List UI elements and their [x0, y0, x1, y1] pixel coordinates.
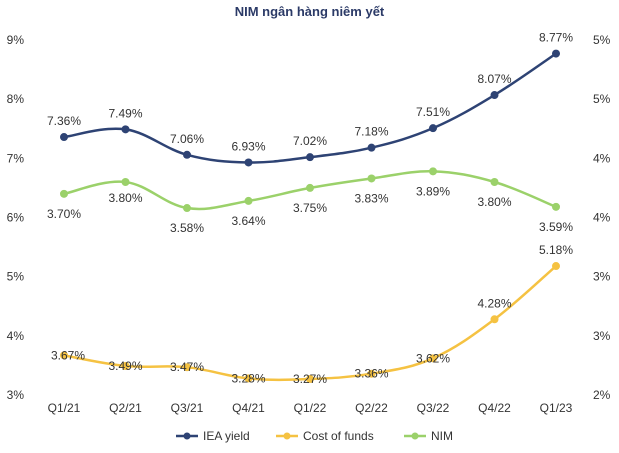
cost-of-funds-point: [183, 363, 191, 372]
cost-of-funds-point: [121, 362, 130, 371]
iea-yield-legend-marker: [183, 432, 191, 440]
nim-point: [552, 202, 560, 211]
legend: IEA yield Cost of funds NIM: [176, 429, 453, 443]
nim-data-label: 3.70%: [47, 207, 81, 221]
iea-yield-point: [183, 150, 191, 159]
nim-point: [60, 189, 68, 198]
nim-point: [490, 178, 499, 186]
iea-yield-point: [306, 153, 314, 162]
right-tick-label: 3%: [593, 329, 611, 343]
right-tick-label: 4%: [593, 151, 611, 165]
left-axis-ticks: 3% 4% 5% 6% 7% 8% 9%: [7, 33, 25, 402]
nim-point: [306, 183, 314, 192]
left-tick-label: 7%: [7, 151, 25, 165]
iea-yield-data-label: 7.02%: [293, 134, 327, 148]
cost-of-funds-data-label: 3.62%: [416, 351, 450, 365]
nim-point: [183, 204, 191, 213]
data-labels: 7.36% 7.49% 7.06% 6.93% 7.02% 7.18% 7.51% 8.07%…: [47, 31, 573, 386]
x-tick-label: Q2/21: [109, 401, 142, 415]
iea-yield-data-label: 7.18%: [354, 125, 388, 139]
right-tick-label: 4%: [593, 211, 611, 225]
nim-data-label: 3.83%: [354, 191, 388, 205]
cost-of-funds-point: [60, 351, 68, 360]
left-tick-label: 9%: [7, 33, 25, 47]
chart-title: NIM ngân hàng niêm yết: [235, 4, 385, 19]
nim-point: [244, 196, 253, 205]
iea-yield-point: [121, 125, 130, 134]
left-tick-label: 8%: [7, 92, 25, 106]
nim-data-label: 3.75%: [293, 201, 327, 215]
cost-of-funds-data-label: 3.49%: [108, 359, 142, 373]
iea-yield-data-label: 6.93%: [231, 139, 265, 153]
nim-data-label: 3.58%: [170, 221, 204, 235]
cost-of-funds-point: [367, 369, 376, 378]
iea-yield-data-label: 7.36%: [47, 114, 81, 128]
cost-of-funds-point: [552, 262, 560, 271]
x-tick-label: Q3/21: [171, 401, 204, 415]
right-tick-label: 2%: [593, 388, 611, 402]
right-tick-label: 5%: [593, 33, 611, 47]
x-tick-label: Q1/21: [48, 401, 81, 415]
iea-yield-point: [429, 124, 437, 133]
iea-yield-data-label: 8.77%: [539, 31, 573, 45]
series-layer: [60, 49, 560, 384]
x-tick-label: Q1/23: [540, 401, 573, 415]
right-axis-ticks: 2% 3% 3% 4% 4% 5% 5%: [593, 33, 611, 402]
cost-of-funds-point: [306, 375, 314, 384]
cost-of-funds-line: [62, 264, 558, 382]
iea-yield-data-label: 7.51%: [416, 105, 450, 119]
x-tick-label: Q4/21: [232, 401, 265, 415]
nim-data-label: 3.64%: [231, 214, 265, 228]
cost-of-funds-point: [490, 315, 499, 324]
nim-point: [429, 167, 437, 176]
left-tick-label: 6%: [7, 211, 25, 225]
x-tick-label: Q4/22: [478, 401, 511, 415]
iea-yield-data-label: 7.06%: [170, 132, 204, 146]
nim-data-label: 3.80%: [477, 195, 511, 209]
iea-yield-data-label: 8.07%: [477, 72, 511, 86]
nim-legend-marker: [411, 432, 419, 440]
right-tick-label: 3%: [593, 270, 611, 284]
cost-of-funds-legend-label: Cost of funds: [303, 429, 374, 443]
cost-of-funds-legend-marker: [283, 432, 291, 440]
iea-yield-point: [367, 143, 376, 152]
cost-of-funds-data-label: 5.18%: [539, 243, 573, 257]
x-tick-label: Q2/22: [355, 401, 388, 415]
nim-legend-label: NIM: [431, 429, 453, 443]
cost-of-funds-point: [429, 354, 437, 363]
iea-yield-data-label: 7.49%: [108, 106, 142, 120]
iea-yield-point: [552, 49, 560, 58]
x-tick-label: Q3/22: [417, 401, 450, 415]
x-tick-label: Q1/22: [294, 401, 327, 415]
cost-of-funds-data-label: 3.67%: [51, 348, 85, 362]
left-tick-label: 5%: [7, 270, 25, 284]
iea-yield-point: [244, 158, 253, 167]
nim-data-label: 3.89%: [416, 184, 450, 198]
nim-data-label: 3.59%: [539, 220, 573, 234]
iea-yield-legend-label: IEA yield: [203, 429, 250, 443]
cost-of-funds-point: [244, 374, 253, 383]
iea-yield-point: [490, 91, 499, 100]
x-axis-ticks: Q1/21 Q2/21 Q3/21 Q4/21 Q1/22 Q2/22 Q3/22 Q4/22…: [48, 401, 573, 415]
nim-point: [121, 178, 130, 186]
cost-of-funds-data-label: 4.28%: [477, 296, 511, 310]
iea-yield-point: [60, 133, 68, 142]
cost-of-funds-data-label: 3.27%: [293, 372, 327, 386]
right-tick-label: 5%: [593, 92, 611, 106]
left-tick-label: 4%: [7, 329, 25, 343]
left-tick-label: 3%: [7, 388, 25, 402]
nim-data-label: 3.80%: [108, 191, 142, 205]
cost-of-funds-data-label: 3.47%: [170, 360, 204, 374]
nim-point: [367, 174, 376, 183]
cost-of-funds-data-label: 3.36%: [354, 367, 388, 381]
cost-of-funds-data-label: 3.28%: [231, 371, 265, 385]
